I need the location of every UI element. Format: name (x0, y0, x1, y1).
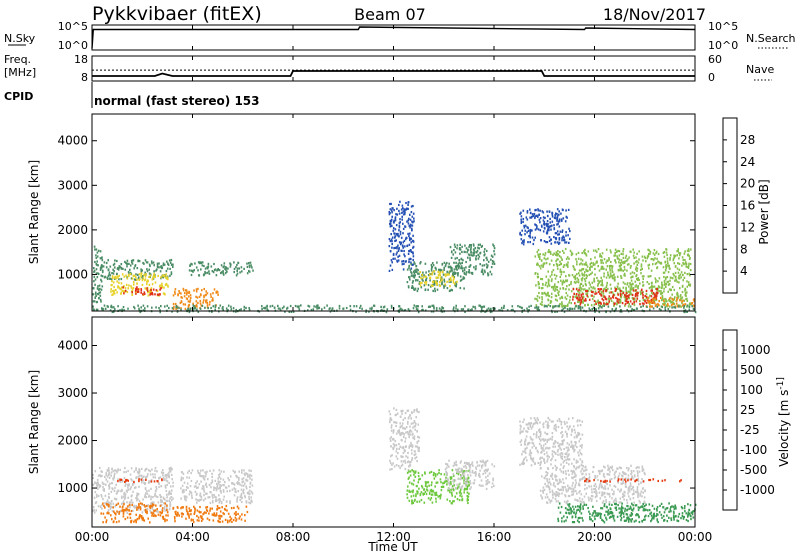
freq-label-2: [MHz] (4, 66, 36, 79)
heatmap-cell (388, 407, 421, 472)
cpid-label: CPID (4, 90, 33, 103)
velocity-colorbar: 1000 500 100 25 -25 -100 -500 -1000 (722, 329, 775, 511)
ytick-label: 3000 (57, 178, 88, 192)
freq-tick-bottom: 8 (81, 71, 88, 84)
velocity-panel: 1000 2000 3000 4000 Slant Range [km] 1000 50… (27, 316, 791, 528)
ytick-label: 2000 (57, 434, 88, 448)
freq-line (92, 70, 695, 77)
station-title: Pykkvibaer (fitEX) (92, 3, 262, 25)
nave-tick-bottom: 0 (708, 71, 715, 84)
colorbar-tick-label: -25 (740, 423, 760, 437)
nave-label: Nave (746, 63, 774, 76)
ytick-label: 4000 (57, 134, 88, 148)
ytick-label: 1000 (57, 267, 88, 281)
colorbar-tick-label: 4 (740, 264, 748, 278)
heatmap-cell (519, 208, 571, 246)
heatmap-cell (607, 507, 634, 523)
xtick-label: 00:00 (75, 530, 110, 544)
heatmap-cell (180, 469, 254, 505)
cpid-panel: CPID normal (fast stereo) 153 (4, 82, 260, 108)
colorbar-tick-label: 24 (740, 155, 755, 169)
heatmap-cell (519, 416, 584, 467)
colorbar-tick-label: 100 (740, 383, 763, 397)
colorbar-tick-label: 500 (740, 363, 763, 377)
colorbar-tick-label: 20 (740, 177, 755, 191)
colorbar-tick-label: -100 (740, 443, 767, 457)
beam-title: Beam 07 (354, 5, 426, 24)
xtick-label: 12:00 (376, 530, 411, 544)
ytick-label: 1000 (57, 481, 88, 495)
heatmap-cell (110, 272, 169, 297)
nsky-tick-top: 10^5 (58, 20, 88, 33)
velocity-ylabel: Slant Range [km] (27, 370, 41, 474)
colorbar-tick-label: -500 (740, 463, 767, 477)
heatmap-cell (122, 286, 162, 296)
nsky-label: N.Sky (4, 32, 36, 45)
power-yaxis: 1000 2000 3000 4000 (57, 134, 695, 281)
velocity-data (92, 407, 697, 524)
heatmap-cell (419, 270, 458, 288)
heatmap-cell (539, 464, 646, 505)
nsearch-tick-top: 10^5 (708, 20, 738, 33)
heatmap-cell (449, 243, 496, 277)
power-data (92, 200, 697, 314)
xtick-label: 16:00 (477, 530, 512, 544)
heatmap-cell (92, 245, 104, 304)
power-cbar-label: Power [dB] (757, 179, 771, 244)
heatmap-cell (172, 504, 249, 524)
freq-label-1: Freq. (4, 53, 31, 66)
date-title: 18/Nov/2017 (603, 5, 706, 24)
velocity-cbar-label: Velocity [m s-1] (776, 377, 791, 467)
xtick-label: 04:00 (175, 530, 210, 544)
nsearch-tick-bottom: 10^0 (708, 39, 738, 52)
ytick-label: 3000 (57, 386, 88, 400)
xaxis-label: Time UT (367, 540, 418, 554)
ytick-label: 2000 (57, 223, 88, 237)
nave-tick-top: 60 (708, 53, 722, 66)
power-colorbar: 4 8 12 16 20 24 28 (722, 117, 755, 294)
heatmap-cell (117, 478, 163, 483)
heatmap-cell (99, 258, 174, 281)
xtick-label: 20:00 (577, 530, 612, 544)
power-panel: 1000 2000 3000 4000 Slant Range [km] 4 8 12 16… (27, 113, 771, 314)
time-axis: 00:00 04:00 08:00 12:00 16:00 20:00 00:00 (75, 25, 713, 544)
colorbar-tick-label: 16 (740, 199, 755, 213)
heatmap-cell (584, 478, 682, 483)
ytick-label: 4000 (57, 339, 88, 353)
nsky-tick-bottom: 10^0 (58, 39, 88, 52)
nsky-line (91, 26, 696, 49)
heatmap-cell (188, 261, 254, 277)
colorbar-tick-label: 12 (740, 220, 755, 234)
colorbar-tick-label: -1000 (740, 483, 775, 497)
colorbar-tick-label: 25 (740, 403, 755, 417)
power-ylabel: Slant Range [km] (27, 160, 41, 264)
colorbar-tick-label: 1000 (740, 343, 771, 357)
colorbar-tick-label: 28 (740, 133, 755, 147)
freq-panel: Freq. [MHz] 18 8 60 0 Nave (4, 53, 774, 84)
heatmap-cell (92, 466, 174, 514)
freq-tick-top: 18 (74, 53, 88, 66)
xtick-label: 08:00 (276, 530, 311, 544)
xtick-label: 00:00 (678, 530, 713, 544)
nsearch-label: N.Search (746, 32, 796, 45)
colorbar-tick-label: 8 (740, 242, 748, 256)
heatmap-cell (388, 200, 415, 272)
heatmap-cell (100, 502, 169, 524)
cpid-text: normal (fast stereo) 153 (94, 94, 260, 108)
velocity-yaxis: 1000 2000 3000 4000 (57, 339, 695, 495)
nsky-panel: N.Sky 10^5 10^0 10^5 10^0 N.Search (4, 20, 796, 52)
heatmap-cell (444, 459, 496, 490)
